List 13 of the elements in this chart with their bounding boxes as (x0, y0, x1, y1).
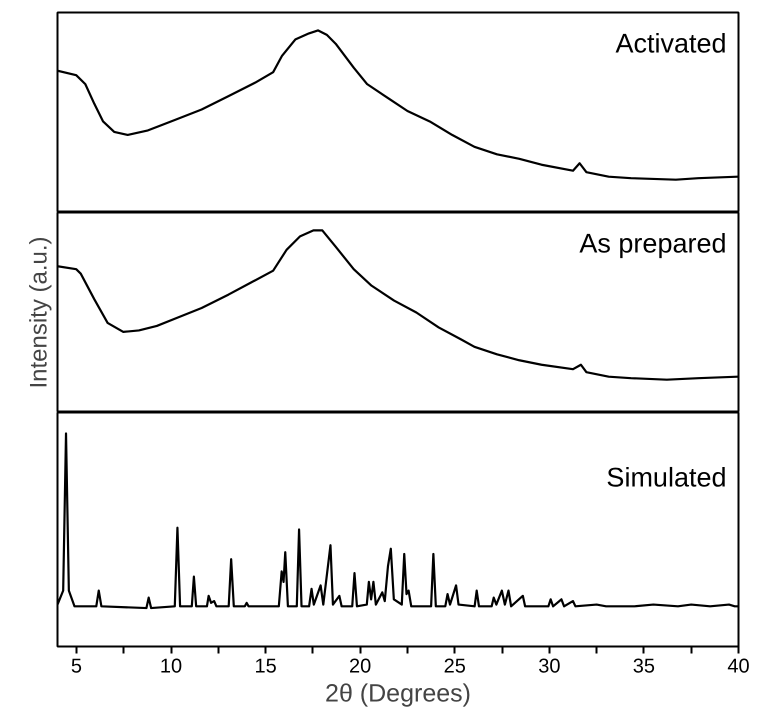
x-tick-label: 10 (160, 656, 182, 678)
annotation: Simulated (606, 462, 727, 492)
x-tick-label: 25 (444, 656, 466, 678)
annotation: Activated (615, 28, 727, 58)
x-tick-label: 30 (538, 656, 560, 678)
x-tick-label: 40 (727, 656, 750, 678)
x-axis-title: 2θ (Degrees) (325, 680, 471, 708)
x-tick-label: 35 (632, 656, 656, 678)
x-tick-label: 5 (70, 656, 82, 678)
y-axis-title: Intensity (a.u.) (26, 236, 52, 389)
annotation: As prepared (579, 228, 727, 258)
x-tick-label: 20 (349, 656, 372, 678)
x-tick-label: 15 (254, 656, 277, 678)
